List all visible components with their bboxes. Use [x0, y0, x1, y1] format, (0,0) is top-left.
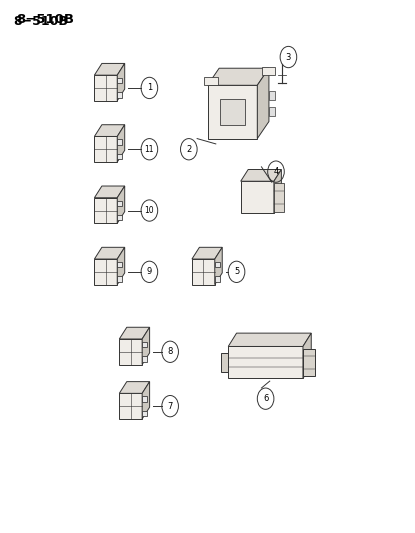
Polygon shape: [274, 169, 281, 213]
Polygon shape: [142, 356, 147, 361]
Text: 1: 1: [147, 84, 152, 92]
Polygon shape: [117, 247, 125, 285]
Polygon shape: [208, 68, 269, 85]
Bar: [220, 99, 245, 125]
Text: 2: 2: [186, 145, 191, 154]
Polygon shape: [241, 169, 281, 181]
Polygon shape: [117, 215, 122, 220]
Polygon shape: [303, 333, 311, 378]
Text: 6: 6: [263, 394, 268, 403]
Polygon shape: [120, 327, 150, 339]
Polygon shape: [215, 247, 222, 285]
Polygon shape: [192, 259, 215, 285]
Polygon shape: [303, 349, 315, 376]
Polygon shape: [117, 78, 122, 84]
Polygon shape: [95, 247, 125, 259]
Polygon shape: [117, 63, 125, 101]
Polygon shape: [142, 397, 147, 402]
Polygon shape: [241, 181, 274, 213]
Text: 3: 3: [286, 53, 291, 61]
Polygon shape: [95, 259, 117, 285]
Polygon shape: [208, 85, 257, 139]
Polygon shape: [95, 136, 117, 162]
Polygon shape: [192, 247, 222, 259]
Polygon shape: [117, 276, 122, 281]
Polygon shape: [257, 68, 269, 139]
Text: 11: 11: [145, 145, 154, 154]
Polygon shape: [95, 125, 125, 136]
Polygon shape: [269, 91, 275, 100]
Polygon shape: [117, 201, 122, 206]
Polygon shape: [120, 382, 150, 393]
Polygon shape: [117, 262, 122, 268]
Polygon shape: [95, 75, 117, 101]
Polygon shape: [117, 186, 125, 223]
Polygon shape: [142, 410, 147, 416]
Text: 8−510B: 8−510B: [17, 13, 75, 26]
Text: 5: 5: [234, 268, 239, 276]
Polygon shape: [262, 67, 275, 75]
Polygon shape: [117, 125, 125, 162]
Text: 8−510B: 8−510B: [13, 15, 68, 28]
Polygon shape: [228, 333, 311, 346]
Polygon shape: [95, 63, 125, 75]
Polygon shape: [95, 198, 117, 223]
Polygon shape: [274, 183, 284, 212]
Text: 8: 8: [168, 348, 173, 356]
Polygon shape: [142, 382, 150, 419]
Text: 10: 10: [144, 206, 154, 215]
Polygon shape: [142, 342, 147, 348]
Polygon shape: [142, 327, 150, 365]
Polygon shape: [117, 92, 122, 98]
Polygon shape: [215, 262, 220, 268]
Polygon shape: [120, 393, 142, 419]
Polygon shape: [221, 353, 228, 372]
Polygon shape: [117, 140, 122, 145]
Polygon shape: [117, 154, 122, 159]
Text: 9: 9: [147, 268, 152, 276]
Polygon shape: [228, 346, 303, 378]
Text: 7: 7: [168, 402, 173, 410]
Polygon shape: [95, 186, 125, 198]
Polygon shape: [215, 276, 220, 281]
Polygon shape: [204, 77, 218, 85]
Polygon shape: [269, 107, 275, 116]
Polygon shape: [120, 339, 142, 365]
Text: 4: 4: [273, 167, 278, 176]
